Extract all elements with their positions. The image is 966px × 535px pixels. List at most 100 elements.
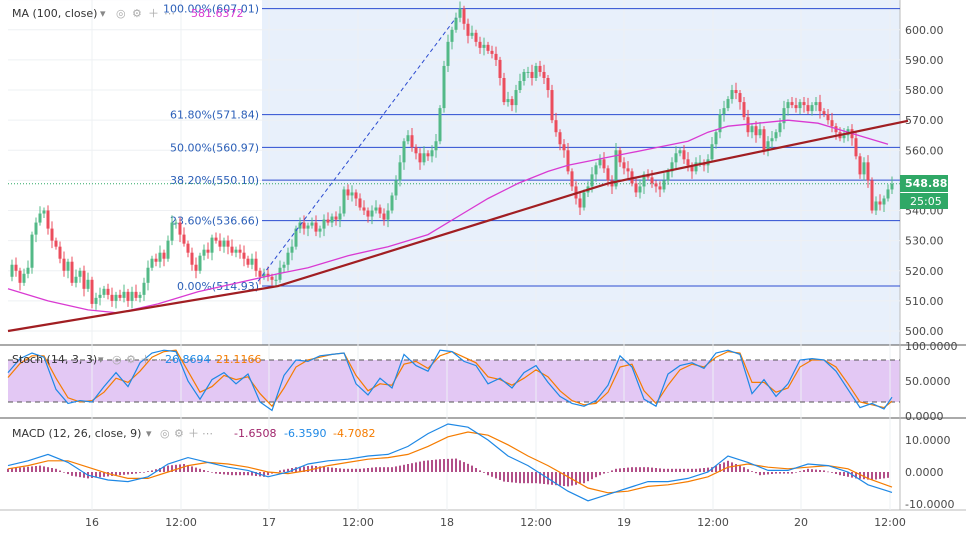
candle-body <box>326 219 330 223</box>
fib-impulse-line <box>257 17 457 282</box>
macd-histogram-bar <box>651 467 653 472</box>
candle-body <box>426 153 430 157</box>
macd-histogram-bar <box>731 462 733 472</box>
candle-body <box>162 252 166 259</box>
macd-histogram-bar <box>239 472 241 476</box>
candle-body <box>798 102 802 109</box>
candle-body <box>130 291 134 301</box>
macd-histogram-bar <box>35 466 37 472</box>
macd-histogram-bar <box>675 468 677 472</box>
candle-body <box>778 123 782 133</box>
settings-icon[interactable]: ⚙ <box>174 427 184 440</box>
macd-histogram-bar <box>555 472 557 486</box>
macd-histogram-bar <box>875 472 877 480</box>
candle-body <box>550 90 554 121</box>
candle-body <box>86 279 90 289</box>
chevron-down-icon[interactable]: ▾ <box>98 353 104 366</box>
macd-histogram-bar <box>215 472 217 474</box>
macd-histogram-bar <box>655 468 657 472</box>
macd-histogram-bar <box>75 472 77 477</box>
macd-histogram-bar <box>247 472 249 476</box>
candle-body <box>310 222 314 226</box>
price-overlays <box>7 17 909 333</box>
add-icon[interactable]: ＋ <box>148 7 159 20</box>
stoch-legend-name: Stoch (14, 3, 3) <box>12 353 97 366</box>
macd-histogram-bar <box>243 472 245 476</box>
chevron-down-icon[interactable]: ▾ <box>146 427 152 440</box>
macd-histogram-bar <box>443 459 445 472</box>
candle-body <box>298 222 302 229</box>
macd-histogram-bar <box>135 472 137 474</box>
ma-legend[interactable]: MA (100, close) ▾ ◎ ⚙ ＋ ⋯ 581.6372 <box>12 7 244 20</box>
macd-histogram-bar <box>203 470 205 472</box>
candle-body <box>590 174 594 187</box>
ma-line <box>7 119 889 314</box>
candle-body <box>766 141 770 151</box>
candle-body <box>690 165 694 172</box>
eye-icon[interactable]: ◎ <box>112 353 122 366</box>
macd-histogram-bar <box>175 464 177 472</box>
macd-histogram-bar <box>23 467 25 472</box>
candle-body <box>270 276 274 280</box>
macd-histogram-bar <box>335 468 337 472</box>
macd-histogram-bar <box>491 472 493 477</box>
price-tick-label: 560.00 <box>905 144 944 157</box>
macd-histogram-bar <box>767 472 769 475</box>
candle-body <box>714 132 718 145</box>
candle-body <box>210 237 214 253</box>
macd-histogram-bar <box>559 472 561 486</box>
chart-background <box>0 0 966 511</box>
macd-histogram-bar <box>83 472 85 478</box>
macd-histogram-bar <box>779 472 781 474</box>
more-icon[interactable]: ⋯ <box>164 7 175 20</box>
macd-histogram-bar <box>639 467 641 472</box>
macd-histogram-bar <box>115 472 117 476</box>
candle-body <box>490 50 494 54</box>
macd-histogram-bar <box>123 472 125 475</box>
candle-body <box>338 213 342 220</box>
macd-histogram-bar <box>411 463 413 472</box>
candle-body <box>554 120 558 133</box>
candle-body <box>814 102 818 106</box>
macd-histogram-bar <box>427 460 429 472</box>
more-icon[interactable]: ⋯ <box>154 353 165 366</box>
macd-histogram-bar <box>299 466 301 472</box>
macd-histogram-bar <box>15 468 17 472</box>
chevron-down-icon[interactable]: ▾ <box>100 7 106 20</box>
price-tick-label: 590.00 <box>905 54 944 67</box>
macd-histogram-bar <box>787 472 789 474</box>
macd-histogram-bar <box>739 465 741 472</box>
more-icon[interactable]: ⋯ <box>202 427 213 440</box>
candle-body <box>70 261 74 283</box>
legends: MA (100, close) ▾ ◎ ⚙ ＋ ⋯ 581.6372 Stoch… <box>12 7 375 440</box>
stoch-tick-label: 100.0000 <box>905 340 958 353</box>
eye-icon[interactable]: ◎ <box>116 7 126 20</box>
macd-histogram-bar <box>719 464 721 472</box>
candle-body <box>30 234 34 268</box>
macd-histogram-bar <box>55 468 57 472</box>
macd-histogram-bar <box>531 472 533 484</box>
macd-histogram-bar <box>631 467 633 472</box>
add-icon[interactable]: ＋ <box>140 353 151 366</box>
settings-icon[interactable]: ⚙ <box>126 353 136 366</box>
macd-histogram-bar <box>263 472 265 477</box>
stoch-k-line <box>7 349 893 412</box>
add-icon[interactable]: ＋ <box>188 427 199 440</box>
candle-body <box>474 32 478 42</box>
macd-histogram-bar <box>667 468 669 472</box>
candle-body <box>190 252 194 265</box>
macd-value: -6.3590 <box>284 427 326 440</box>
stoch-legend[interactable]: Stoch (14, 3, 3) ▾ ◎ ⚙ ＋ ⋯ 26.8694 21.11… <box>12 353 262 366</box>
eye-icon[interactable]: ◎ <box>160 427 170 440</box>
time-tick-label: 12:00 <box>342 516 374 529</box>
candle-body <box>390 195 394 211</box>
candle-body <box>306 225 310 229</box>
macd-legend[interactable]: MACD (12, 26, close, 9) ▾ ◎ ⚙ ＋ ⋯ -1.650… <box>12 427 375 440</box>
candle-body <box>738 93 742 103</box>
legend-buttons[interactable]: ◎ ⚙ ＋ ⋯ <box>116 7 175 20</box>
macd-histogram-bar <box>791 472 793 474</box>
candle-body <box>166 240 170 259</box>
settings-icon[interactable]: ⚙ <box>132 7 142 20</box>
candle-body <box>442 65 446 109</box>
candle-body <box>890 183 894 190</box>
